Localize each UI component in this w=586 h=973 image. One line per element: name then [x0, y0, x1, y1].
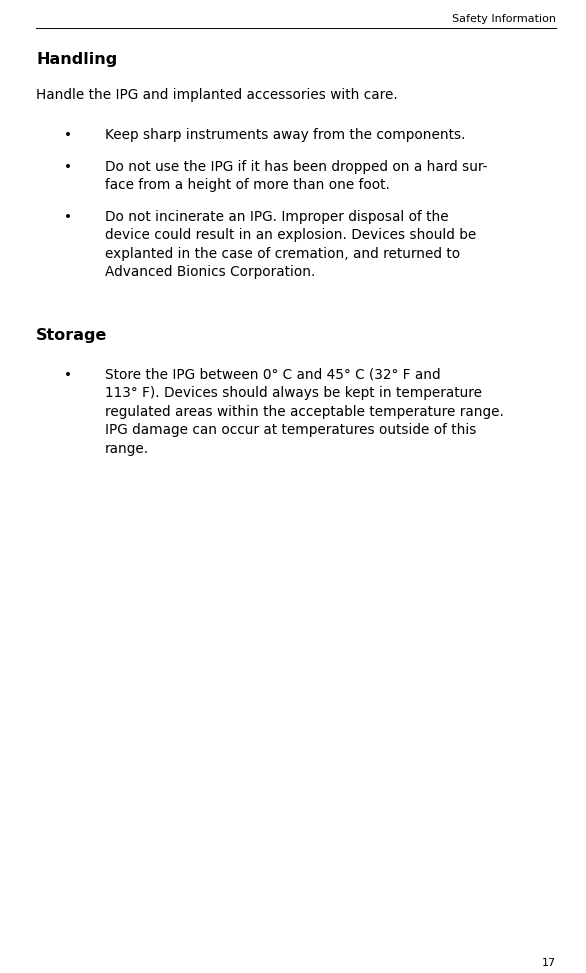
Text: Safety Information: Safety Information	[452, 14, 556, 24]
Text: Handle the IPG and implanted accessories with care.: Handle the IPG and implanted accessories…	[36, 88, 398, 102]
Text: •: •	[64, 160, 72, 174]
Text: Keep sharp instruments away from the components.: Keep sharp instruments away from the com…	[105, 128, 465, 142]
Text: Handling: Handling	[36, 52, 117, 67]
Text: Storage: Storage	[36, 328, 107, 343]
Text: Do not use the IPG if it has been dropped on a hard sur-
face from a height of m: Do not use the IPG if it has been droppe…	[105, 160, 488, 193]
Text: 17: 17	[542, 958, 556, 968]
Text: •: •	[64, 368, 72, 382]
Text: •: •	[64, 128, 72, 142]
Text: •: •	[64, 210, 72, 224]
Text: Do not incinerate an IPG. Improper disposal of the
device could result in an exp: Do not incinerate an IPG. Improper dispo…	[105, 210, 476, 279]
Text: Store the IPG between 0° C and 45° C (32° F and
113° F). Devices should always b: Store the IPG between 0° C and 45° C (32…	[105, 368, 504, 455]
